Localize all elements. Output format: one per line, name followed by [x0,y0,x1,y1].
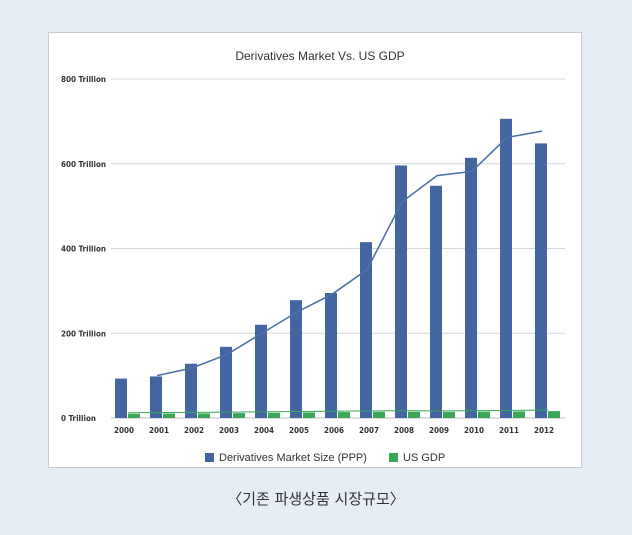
x-tick-label: 2001 [149,426,169,435]
x-tick-label: 2007 [359,426,379,435]
bar-derivatives-2004 [255,324,267,418]
bar-us-gdp-2000 [128,413,140,418]
bar-derivatives-2008 [395,165,407,418]
trendline-us-gdp [127,409,549,414]
bar-us-gdp-2011 [513,411,525,418]
bar-derivatives-2000 [115,378,127,418]
x-tick-label: 2002 [184,426,204,435]
grid-layer [111,78,565,419]
chart-title: Derivatives Market Vs. US GDP [235,49,404,63]
bar-derivatives-2012 [535,143,547,418]
bar-derivatives-2005 [290,300,302,418]
bar-us-gdp-2002 [198,413,210,418]
chart-panel: Derivatives Market Vs. US GDP 0 Trillion… [48,32,582,468]
x-tick-label: 2006 [324,426,344,435]
x-tick-label: 2004 [254,426,274,435]
bar-us-gdp-2001 [163,413,175,418]
bar-us-gdp-2003 [233,413,245,418]
legend-swatch-us-gdp [389,453,398,462]
bar-us-gdp-2005 [303,412,315,418]
y-tick-label: 800 Trillion [61,75,106,84]
chart-svg: Derivatives Market Vs. US GDP 0 Trillion… [61,49,565,464]
bar-layer [115,118,560,419]
bar-us-gdp-2012 [548,411,560,418]
bar-derivatives-2007 [360,242,372,418]
y-tick-label: 200 Trillion [61,329,106,338]
y-tick-label: 600 Trillion [61,160,106,169]
legend: Derivatives Market Size (PPP) US GDP [205,452,445,464]
trendline-layer [127,130,549,414]
x-tick-label: 2012 [534,426,554,435]
x-axis-tick-labels: 2000 2001 2002 2003 2004 2005 2006 2007 2008 2009… [114,426,554,435]
bar-derivatives-2009 [430,185,442,418]
x-tick-label: 2008 [394,426,414,435]
x-tick-label: 2010 [464,426,484,435]
y-axis-tick-labels: 0 Trillion 200 Trillion 400 Trillion 600 Tr… [61,75,106,423]
y-tick-label: 400 Trillion [61,245,106,254]
trendline-derivatives [156,130,543,377]
bar-derivatives-2003 [220,346,232,418]
x-tick-label: 2000 [114,426,134,435]
bar-derivatives-2010 [465,157,477,418]
bar-us-gdp-2006 [338,412,350,418]
x-tick-label: 2003 [219,426,239,435]
bar-derivatives-2006 [325,292,337,418]
bar-us-gdp-2008 [408,411,420,418]
bar-derivatives-2002 [185,363,197,418]
x-tick-label: 2011 [499,426,519,435]
bar-derivatives-2001 [150,376,162,418]
legend-swatch-derivatives [205,453,214,462]
legend-label-derivatives: Derivatives Market Size (PPP) [219,452,367,464]
x-tick-label: 2005 [289,426,309,435]
bar-us-gdp-2009 [443,411,455,418]
bar-us-gdp-2010 [478,411,490,418]
figure-caption: 〈기존 파생상품 시장규모〉 [227,490,405,508]
bar-derivatives-2011 [500,118,512,419]
y-tick-label: 0 Trillion [61,414,96,423]
legend-label-us-gdp: US GDP [403,452,445,464]
bar-us-gdp-2004 [268,412,280,418]
bar-us-gdp-2007 [373,411,385,418]
x-tick-label: 2009 [429,426,449,435]
